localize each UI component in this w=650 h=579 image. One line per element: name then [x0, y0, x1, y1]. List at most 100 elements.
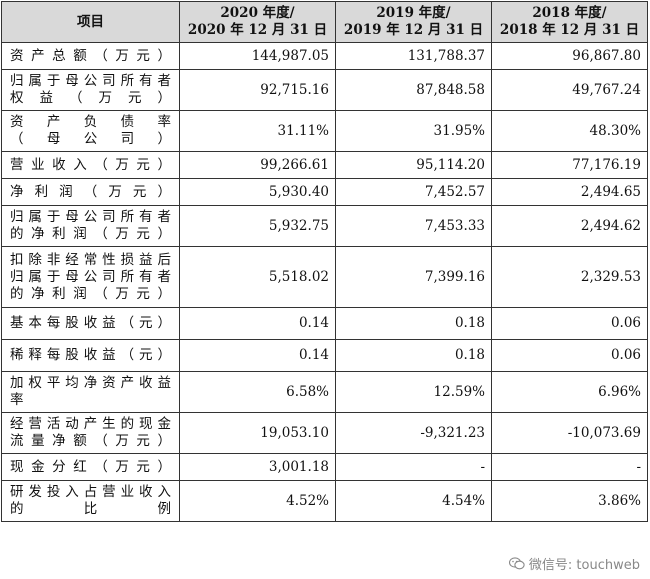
watermark-text: 微信号: touchweb: [528, 558, 640, 573]
value-cell: 31.95%: [335, 110, 492, 152]
value-cell: 3.86%: [491, 480, 648, 522]
header-item: 项目: [1, 1, 180, 43]
table-row: 归属于母公司所有者 权益（万元） 92,715.16 87,848.58 49,767.…: [1, 69, 648, 111]
value-cell: 144,987.05: [179, 42, 336, 70]
value-cell: 0.18: [335, 339, 492, 372]
value-cell: -: [491, 453, 648, 481]
value-cell: 5,932.75: [179, 205, 336, 247]
value-cell: 4.52%: [179, 480, 336, 522]
header-2019-line2: 2019 年 12 月 31 日: [343, 22, 484, 38]
row-label-line: 归属于母公司所有者: [10, 73, 171, 89]
value-cell: -9,321.23: [335, 412, 492, 454]
value-cell: -10,073.69: [491, 412, 648, 454]
header-row: 项目 2020 年度/2020 年 12 月 31 日 2019 年度/2019…: [1, 1, 648, 43]
value-cell: 0.06: [491, 307, 648, 340]
row-label: 现金分红（万元）: [1, 453, 180, 481]
header-2020-line1: 2020 年度/: [220, 5, 295, 21]
table-row: 资产总额（万元） 144,987.05 131,788.37 96,867.80: [1, 42, 648, 70]
row-label-line: 扣除非经常性损益后: [10, 251, 171, 268]
value-cell: 0.06: [491, 339, 648, 372]
value-cell: 0.18: [335, 307, 492, 340]
value-cell: 7,453.33: [335, 205, 492, 247]
row-label-line: 归属于母公司所有者: [10, 209, 171, 225]
value-cell: 131,788.37: [335, 42, 492, 70]
value-cell: 95,114.20: [335, 151, 492, 179]
row-label: 基本每股收益（元）: [1, 307, 180, 340]
value-cell: 19,053.10: [179, 412, 336, 454]
row-label: 经营活动产生的现金 流量净额（万元）: [1, 412, 180, 454]
header-2018: 2018 年度/2018 年 12 月 31 日: [491, 1, 648, 43]
value-cell: 2,494.62: [491, 205, 648, 247]
row-label: 研发投入占营业收入 的比例: [1, 480, 180, 522]
header-2020: 2020 年度/2020 年 12 月 31 日: [179, 1, 336, 43]
value-cell: 4.54%: [335, 480, 492, 522]
value-cell: 49,767.24: [491, 69, 648, 111]
header-2018-line2: 2018 年 12 月 31 日: [499, 22, 640, 38]
row-label: 归属于母公司所有者 的净利润（万元）: [1, 205, 180, 247]
value-cell: 5,930.40: [179, 178, 336, 206]
value-cell: 99,266.61: [179, 151, 336, 179]
table-row: 现金分红（万元） 3,001.18- -: [1, 453, 648, 481]
value-cell: 2,329.53: [491, 246, 648, 308]
row-label: 资产负债率 （母公司）: [1, 110, 180, 152]
row-label-line: 研发投入占营业收入: [10, 484, 171, 500]
row-label-line: 现金分红（万元）: [10, 458, 171, 475]
table-row: 归属于母公司所有者 的净利润（万元） 5,932.75 7,453.33 2,494.6…: [1, 205, 648, 247]
value-cell: 87,848.58: [335, 69, 492, 111]
value-cell: 31.11%: [179, 110, 336, 152]
row-label-line: （母公司）: [10, 131, 171, 147]
value-cell: 7,399.16: [335, 246, 492, 308]
value-cell: 48.30%: [491, 110, 648, 152]
value-cell: 92,715.16: [179, 69, 336, 111]
row-label: 扣除非经常性损益后 归属于母公司所有者 的净利润（万元）: [1, 246, 180, 308]
header-2019: 2019 年度/2019 年 12 月 31 日: [335, 1, 492, 43]
row-label-line: 的净利润（万元）: [10, 285, 171, 302]
row-label: 归属于母公司所有者 权益（万元）: [1, 69, 180, 111]
value-cell: 2,494.65: [491, 178, 648, 206]
row-label-line: 营业收入（万元）: [10, 156, 171, 173]
value-cell: 12.59%: [335, 371, 492, 413]
value-cell: 7,452.57: [335, 178, 492, 206]
value-cell: 0.14: [179, 307, 336, 340]
row-label-line: 权益（万元）: [10, 90, 171, 106]
table-row: 加权平均净资产收益率 6.58% 12.59% 6.96%: [1, 371, 648, 413]
value-cell: 3,001.18: [179, 453, 336, 481]
value-cell: 6.58%: [179, 371, 336, 413]
row-label-line: 流量净额（万元）: [10, 433, 171, 449]
row-label: 稀释每股收益（元）: [1, 339, 180, 372]
value-cell: 0.14: [179, 339, 336, 372]
header-2019-line1: 2019 年度/: [376, 5, 451, 21]
row-label-line: 经营活动产生的现金: [10, 416, 171, 432]
table-row: 营业收入（万元） 99,266.61 95,114.20 77,176.19: [1, 151, 648, 179]
wechat-icon: [508, 557, 525, 570]
row-label-line: 的净利润（万元）: [10, 226, 171, 242]
table-row: 扣除非经常性损益后 归属于母公司所有者 的净利润（万元） 5,518.02 7,399.…: [1, 246, 648, 308]
row-label-line: 率: [10, 392, 24, 408]
value-cell: 6.96%: [491, 371, 648, 413]
table-row: 净利润（万元） 5,930.40 7,452.57 2,494.65: [1, 178, 648, 206]
row-label: 资产总额（万元）: [1, 42, 180, 70]
row-label-line: 资产负债率: [10, 114, 171, 130]
row-label: 营业收入（万元）: [1, 151, 180, 179]
row-label: 加权平均净资产收益率: [1, 371, 180, 413]
wechat-watermark: 微信号: touchweb: [508, 554, 640, 573]
row-label-line: 加权平均净资产收益: [10, 375, 171, 391]
row-label-line: 稀释每股收益（元）: [10, 347, 171, 363]
value-cell: 77,176.19: [491, 151, 648, 179]
table-row: 基本每股收益（元） 0.14 0.18 0.06: [1, 307, 648, 340]
table-row: 稀释每股收益（元） 0.14 0.18 0.06: [1, 339, 648, 372]
header-item-label: 项目: [77, 13, 104, 30]
header-2018-line1: 2018 年度/: [532, 5, 607, 21]
header-2020-line2: 2020 年 12 月 31 日: [187, 22, 328, 38]
value-cell: 5,518.02: [179, 246, 336, 308]
value-cell: 96,867.80: [491, 42, 648, 70]
row-label: 净利润（万元）: [1, 178, 180, 206]
financial-table: 项目 2020 年度/2020 年 12 月 31 日 2019 年度/2019…: [1, 1, 648, 522]
table-row: 经营活动产生的现金 流量净额（万元） 19,053.10 -9,321.23 -10,0…: [1, 412, 648, 454]
table-row: 研发投入占营业收入 的比例 4.52% 4.54% 3.86%: [1, 480, 648, 522]
value-cell: -: [335, 453, 492, 481]
row-label-line: 净利润（万元）: [10, 183, 171, 200]
row-label-line: 归属于母公司所有者: [10, 268, 171, 285]
row-label-line: 资产总额（万元）: [10, 47, 171, 64]
row-label-line: 的比例: [10, 501, 171, 517]
